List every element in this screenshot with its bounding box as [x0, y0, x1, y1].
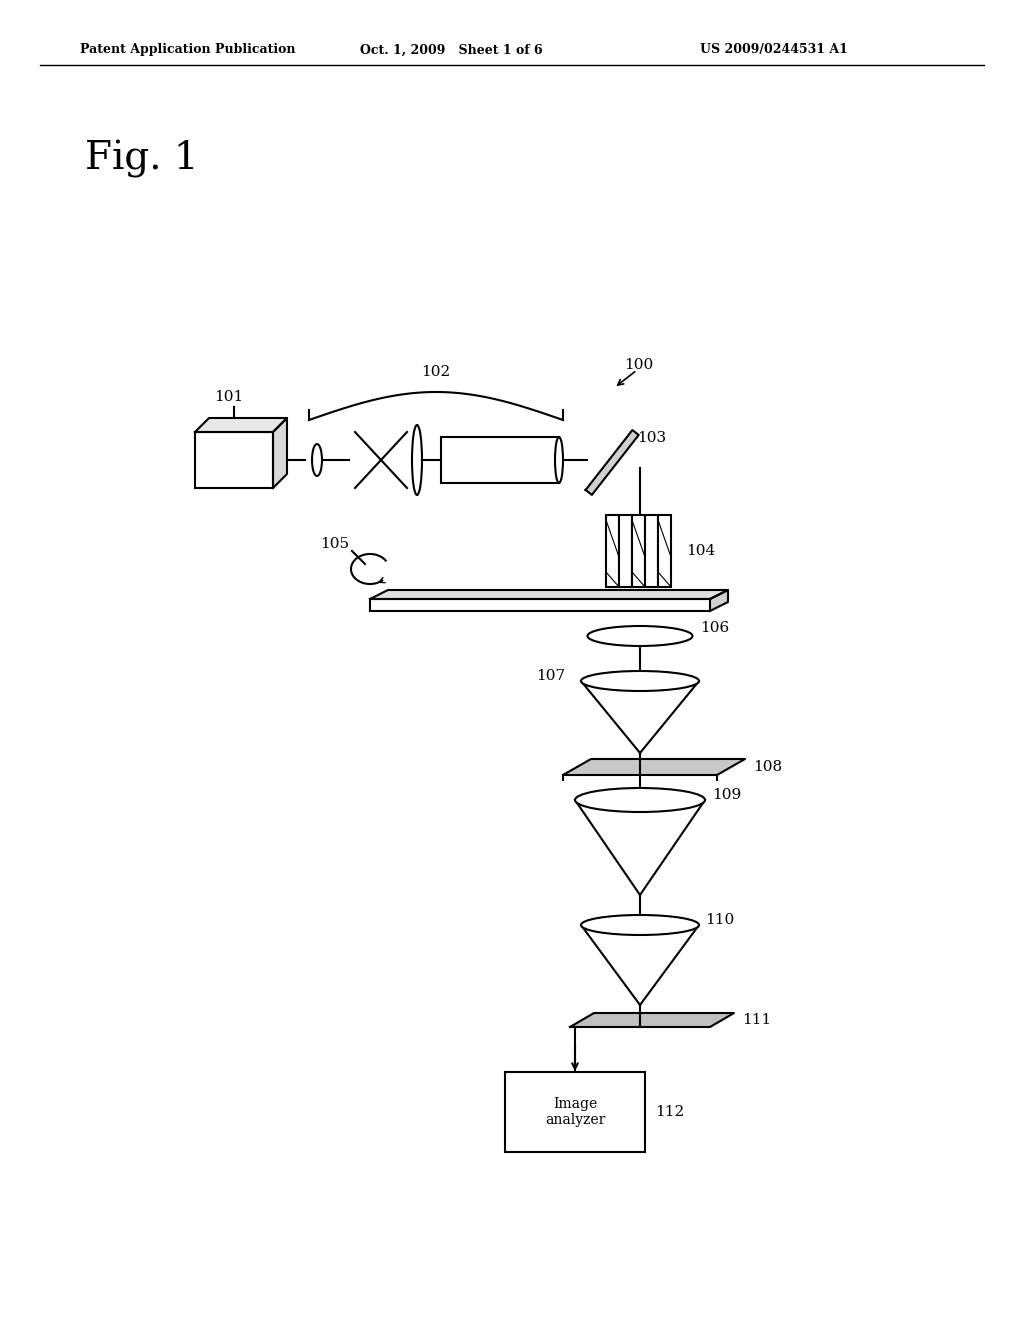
Ellipse shape: [581, 915, 699, 935]
Polygon shape: [370, 590, 728, 599]
Bar: [632, 515, 645, 587]
Text: 110: 110: [705, 913, 734, 927]
Bar: [618, 515, 632, 587]
Text: 107: 107: [536, 669, 565, 682]
Bar: [441, 437, 559, 483]
Text: 108: 108: [753, 760, 782, 774]
Text: US 2009/0244531 A1: US 2009/0244531 A1: [700, 44, 848, 57]
Text: 111: 111: [742, 1012, 771, 1027]
Text: 102: 102: [421, 366, 451, 379]
Text: Image
analyzer: Image analyzer: [545, 1097, 605, 1127]
Text: Fig. 1: Fig. 1: [85, 140, 199, 178]
Text: Patent Application Publication: Patent Application Publication: [80, 44, 296, 57]
Polygon shape: [710, 590, 728, 611]
Text: 104: 104: [686, 544, 715, 558]
Text: 105: 105: [319, 537, 349, 550]
Bar: [195, 432, 273, 488]
Text: 101: 101: [214, 389, 244, 404]
Ellipse shape: [581, 671, 699, 690]
Polygon shape: [195, 418, 287, 432]
Bar: [505, 1072, 645, 1152]
Ellipse shape: [412, 425, 422, 495]
Ellipse shape: [555, 437, 563, 483]
Polygon shape: [563, 759, 745, 775]
Ellipse shape: [588, 626, 692, 645]
Ellipse shape: [312, 444, 322, 477]
Polygon shape: [570, 1012, 734, 1027]
Text: Oct. 1, 2009   Sheet 1 of 6: Oct. 1, 2009 Sheet 1 of 6: [360, 44, 543, 57]
Bar: [658, 515, 671, 587]
Ellipse shape: [575, 788, 705, 812]
Bar: [370, 599, 710, 611]
Bar: [645, 515, 658, 587]
Text: 100: 100: [625, 358, 653, 372]
Text: 112: 112: [655, 1105, 684, 1119]
Text: 109: 109: [712, 788, 741, 803]
Polygon shape: [273, 418, 287, 488]
Text: 106: 106: [700, 620, 729, 635]
Polygon shape: [586, 430, 639, 495]
Text: 103: 103: [637, 432, 667, 445]
Bar: [606, 515, 618, 587]
